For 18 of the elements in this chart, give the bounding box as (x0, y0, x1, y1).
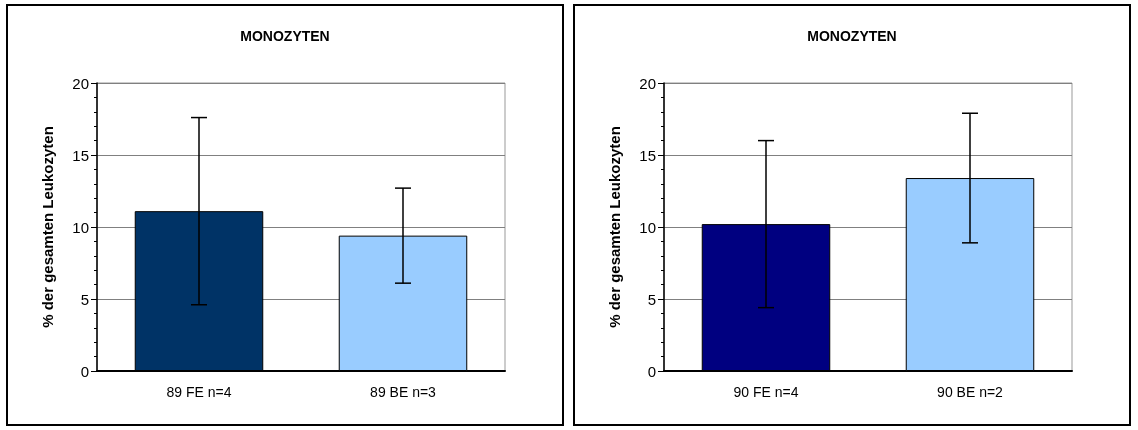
y-tick-label: 15 (639, 146, 656, 164)
x-tick-label: 90 FE n=4 (733, 384, 799, 400)
y-tick-label: 10 (639, 218, 656, 236)
x-tick-label: 90 BE n=2 (937, 384, 1004, 400)
y-tick-label: 20 (72, 74, 89, 92)
y-tick-label: 0 (80, 362, 89, 380)
y-tick-label: 20 (639, 74, 656, 92)
chart-title: MONOZYTEN (240, 28, 330, 44)
y-tick-label: 15 (72, 146, 89, 164)
y-tick-label: 0 (647, 362, 656, 380)
y-tick-label: 10 (72, 218, 89, 236)
y-tick-label: 5 (647, 290, 656, 308)
y-axis-title: % der gesamten Leukozyten (39, 126, 56, 328)
x-tick-label: 89 FE n=4 (166, 384, 232, 400)
chart-title: MONOZYTEN (807, 28, 897, 44)
x-tick-label: 89 BE n=3 (370, 384, 437, 400)
y-axis-title: % der gesamten Leukozyten (606, 126, 623, 328)
y-tick-label: 5 (80, 290, 89, 308)
